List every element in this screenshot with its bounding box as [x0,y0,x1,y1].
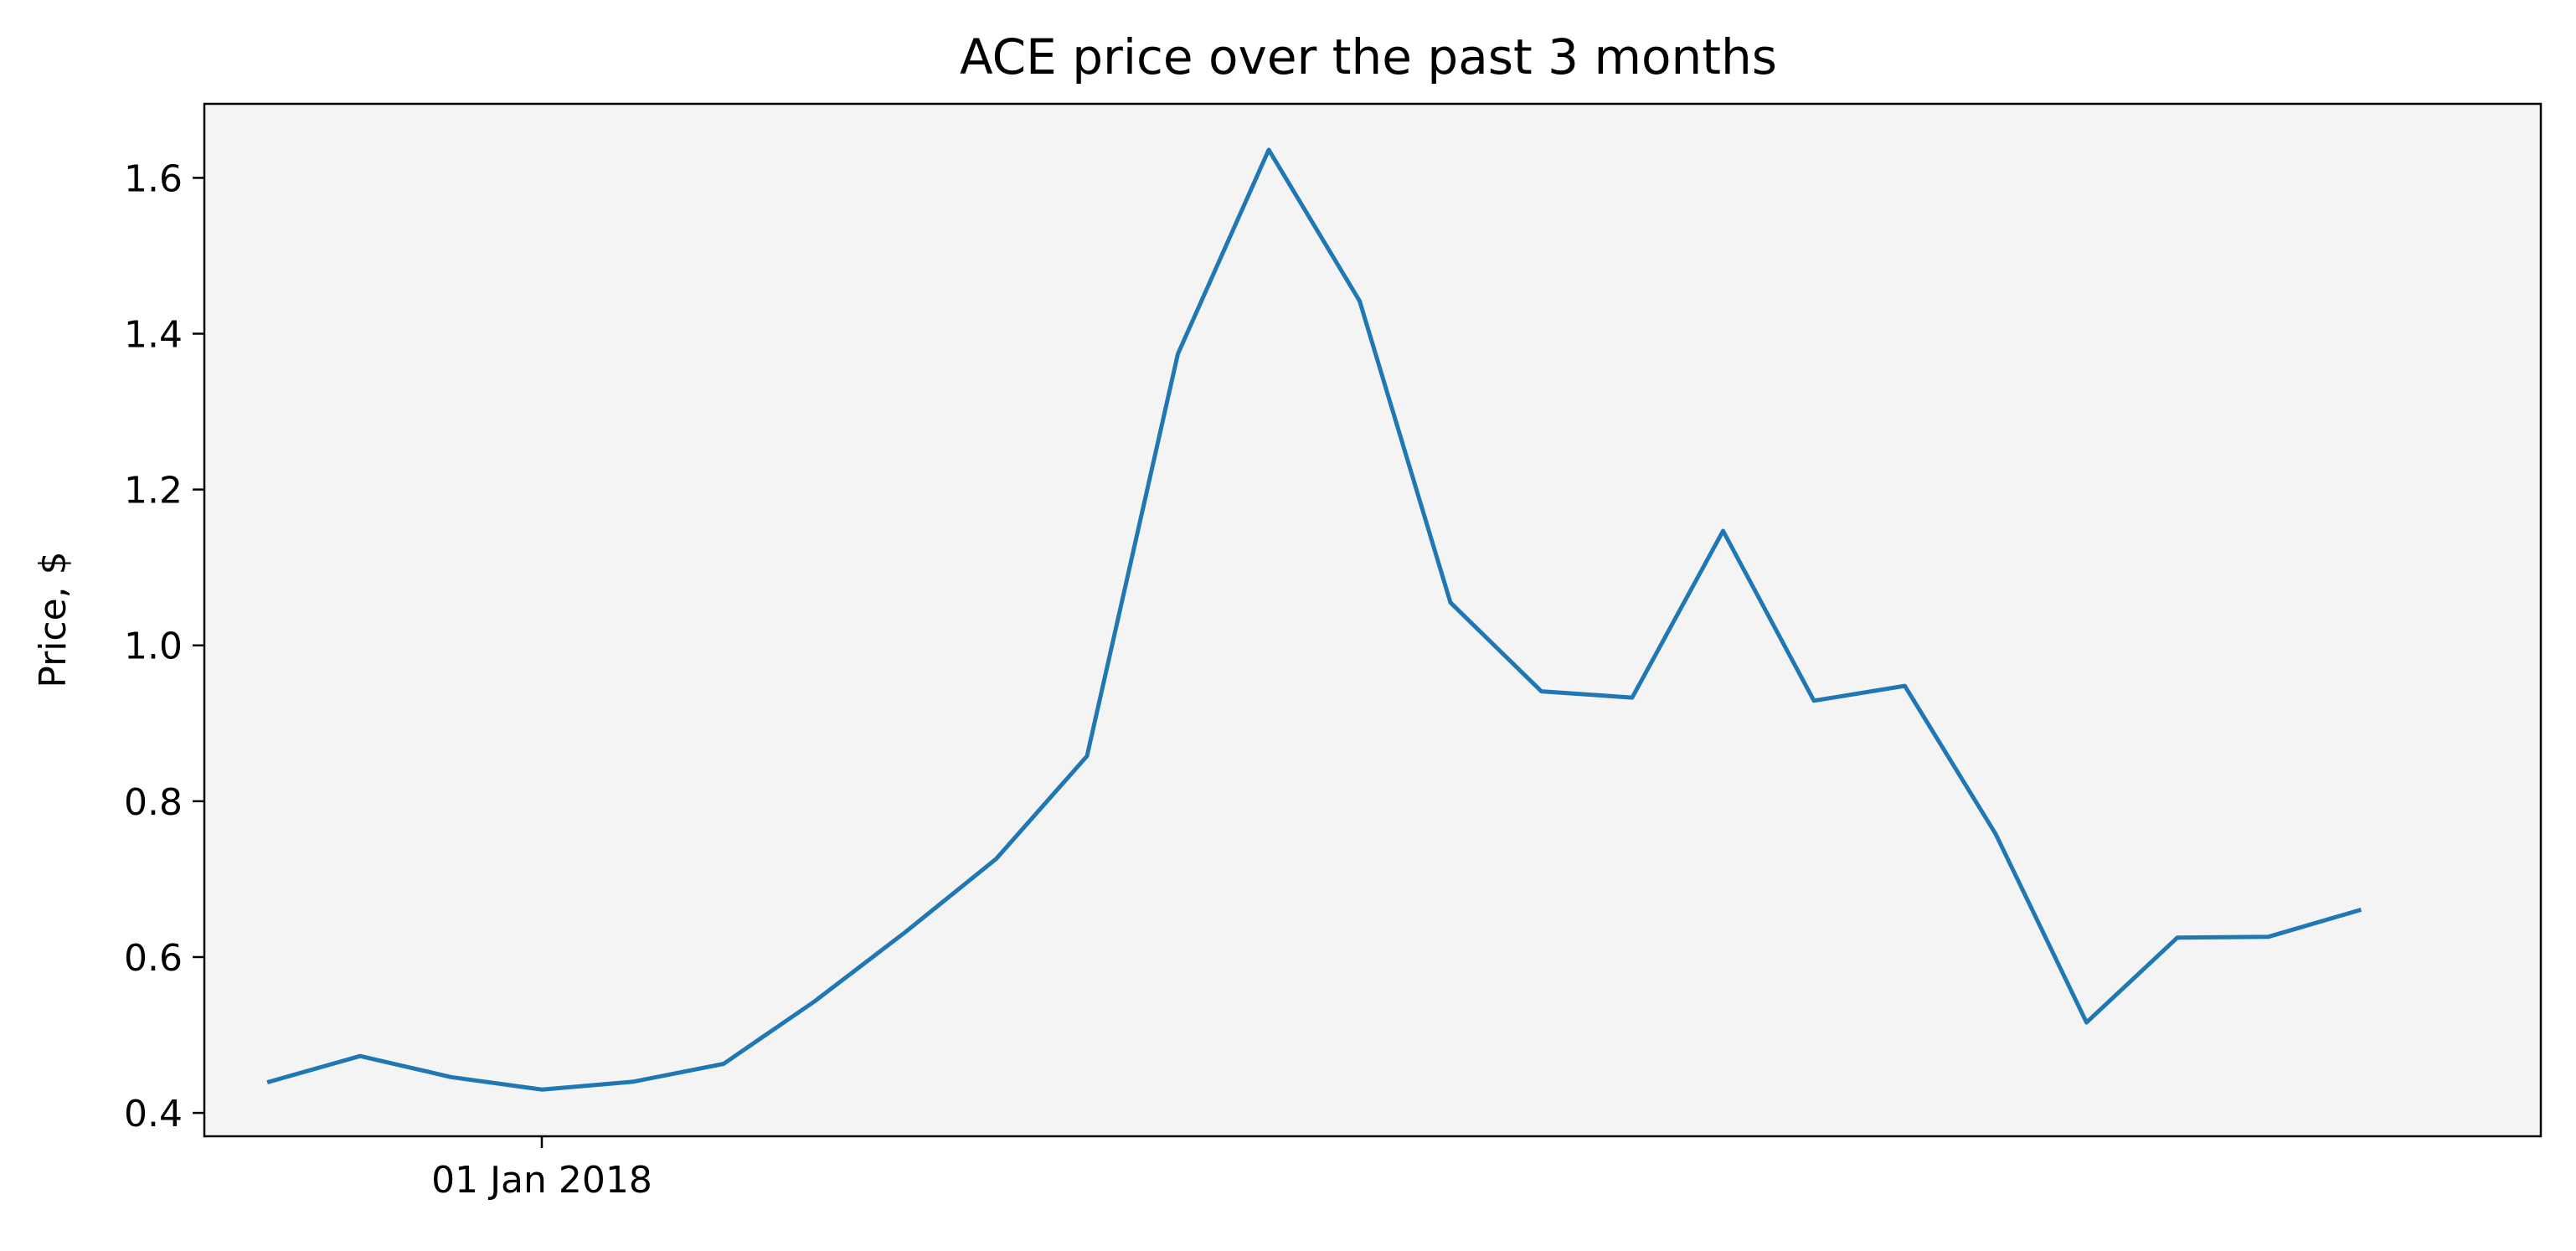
y-tick-label: 0.8 [124,781,183,824]
y-tick-label: 1.0 [124,626,183,668]
y-tick-label: 1.6 [124,157,183,200]
y-tick-label: 0.4 [124,1093,183,1135]
y-axis-label: Price, $ [32,551,75,687]
y-tick-label: 0.6 [124,937,183,980]
y-tick-label: 1.2 [124,470,183,512]
chart-title: ACE price over the past 3 months [960,28,1777,85]
axes-frame [203,102,2543,1138]
plot-background [204,104,2541,1136]
y-tick-label: 1.4 [124,314,183,357]
series-line-0 [266,147,2362,1092]
plot-area: 0.4 0.6 0.8 1.0 1.2 1.4 1.6 01 Jan 2018 [124,102,2543,1202]
x-tick-label: 01 Jan 2018 [431,1159,652,1202]
